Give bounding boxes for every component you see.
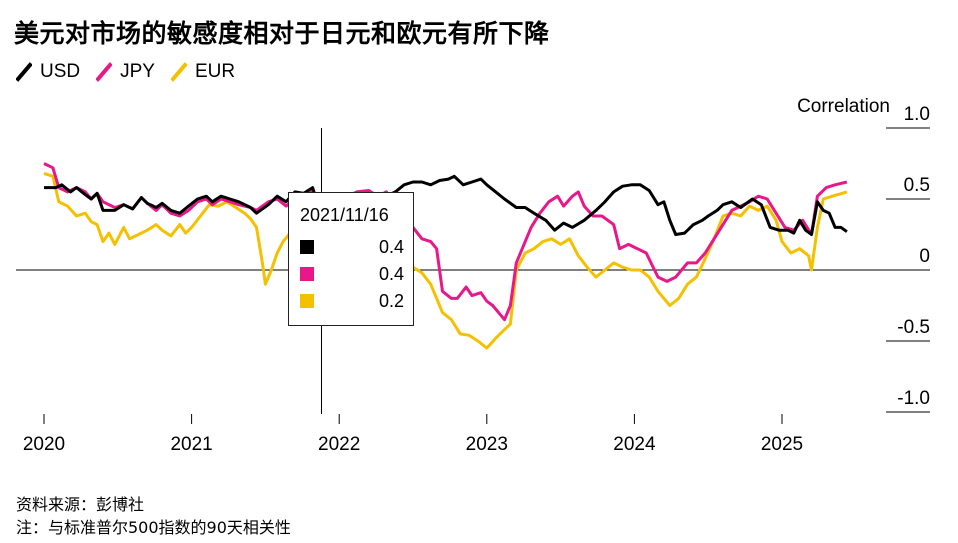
y-tick-label-2: 0 <box>919 246 930 267</box>
tooltip-swatch-usd <box>300 240 314 254</box>
footnote: 注：与标准普尔500指数的90天相关性 <box>16 518 291 537</box>
y-axis-name: Correlation <box>797 96 890 117</box>
tooltip-swatch-jpy <box>300 267 314 281</box>
legend-label-jpy: JPY <box>120 61 155 82</box>
y-tick-label-4: -1.0 <box>897 388 930 409</box>
legend-label-usd: USD <box>40 61 81 82</box>
tooltip-row-jpy: 0.4 <box>300 264 404 284</box>
x-tick-label-1: 2021 <box>170 434 212 455</box>
source-note: 资料来源：彭博社 <box>16 495 145 514</box>
tooltip-row-usd: 0.4 <box>300 237 404 257</box>
legend-item-eur[interactable]: EUR <box>170 61 236 83</box>
tooltip-swatch-eur <box>300 294 314 308</box>
page-title: 美元对市场的敏感度相对于日元和欧元有所下降 <box>14 19 550 48</box>
tooltip: 2021/11/16 0.4 0.4 0.2 <box>288 192 414 326</box>
x-tick-label-5: 2025 <box>761 434 803 455</box>
series-line-usd <box>44 174 848 236</box>
tooltip-row-eur: 0.2 <box>300 291 404 311</box>
legend: USD JPY EUR <box>16 60 251 84</box>
legend-item-usd[interactable]: USD <box>16 61 80 83</box>
y-tick-label-1: 0.5 <box>904 175 930 196</box>
series-line-jpy <box>43 162 848 322</box>
y-tick-label-3: -0.5 <box>897 317 930 338</box>
x-tick-label-0: 2020 <box>23 434 65 455</box>
tooltip-value-jpy: 0.4 <box>378 264 404 284</box>
series-line-eur <box>43 171 848 350</box>
x-tick-label-2: 2022 <box>318 434 360 455</box>
jpy-swatch-icon <box>96 62 113 82</box>
tooltip-value-eur: 0.2 <box>378 291 404 311</box>
x-tick-label-3: 2023 <box>466 434 508 455</box>
eur-swatch-icon <box>170 62 187 82</box>
y-tick-label-0: 1.0 <box>904 104 930 125</box>
usd-swatch-icon <box>16 62 32 82</box>
legend-label-eur: EUR <box>194 61 236 82</box>
legend-item-jpy[interactable]: JPY <box>96 61 155 83</box>
tooltip-value-usd: 0.4 <box>378 237 404 257</box>
tooltip-date: 2021/11/16 <box>300 205 389 225</box>
x-tick-label-4: 2024 <box>613 434 656 455</box>
